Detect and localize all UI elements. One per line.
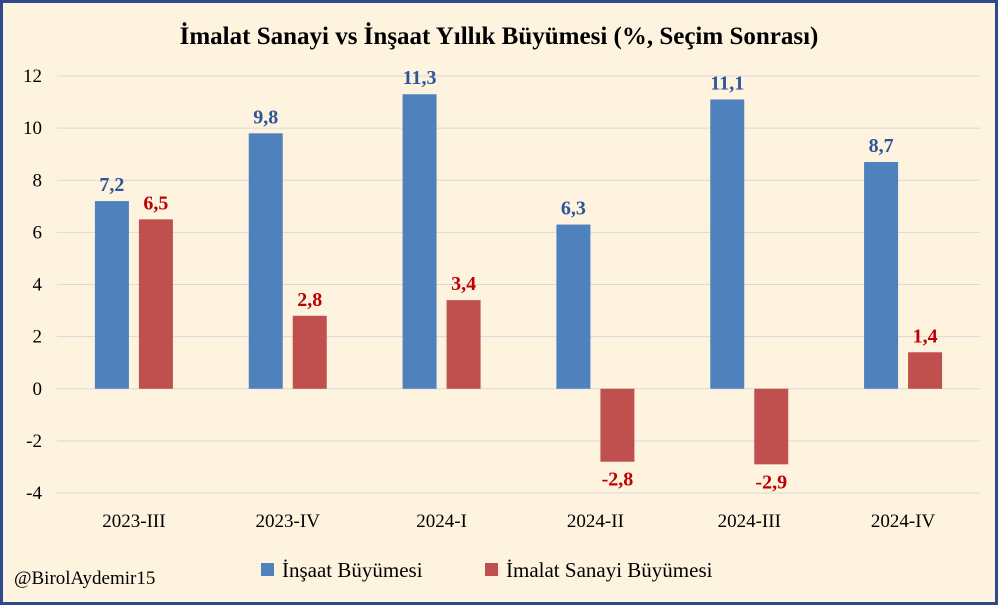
x-category-label: 2024-I	[416, 511, 467, 532]
bar-imalat	[446, 300, 481, 389]
y-tick-label: 4	[33, 275, 43, 296]
legend: İnşaat Büyümesi İmalat Sanayi Büyümesi	[261, 558, 713, 582]
legend-label: İnşaat Büyümesi	[282, 558, 423, 582]
data-label: -2,9	[755, 471, 787, 493]
bar-insaat	[556, 224, 591, 389]
data-label: 11,3	[403, 67, 437, 89]
x-category-label: 2023-IV	[256, 511, 321, 532]
bar-imalat	[908, 352, 943, 389]
y-tick-label: 6	[33, 222, 43, 243]
data-label: 9,8	[253, 106, 278, 128]
x-axis-categories: 2023-III 2023-IV 2024-I 2024-II 2024-III 2024…	[102, 511, 935, 532]
bar-imalat	[138, 219, 173, 389]
x-category-label: 2024-IV	[871, 511, 936, 532]
data-label: 3,4	[451, 273, 476, 295]
y-tick-label: 12	[23, 66, 42, 87]
data-label: 7,2	[99, 174, 124, 196]
data-label: 1,4	[913, 325, 938, 347]
bar-insaat	[402, 94, 437, 389]
data-labels: 7,2 6,5 9,8 2,8 11,3 3,4 6,3 -2,8 11,1 -2,9 8,7 1,4	[99, 67, 937, 493]
grid-lines	[57, 75, 980, 494]
data-label: 8,7	[869, 135, 894, 157]
data-label: 11,1	[710, 72, 744, 94]
y-tick-label: 10	[23, 118, 42, 139]
x-category-label: 2024-III	[718, 511, 781, 532]
data-label: 2,8	[297, 289, 322, 311]
chart-title: İmalat Sanayi vs İnşaat Yıllık Büyümesi …	[180, 22, 819, 50]
y-tick-label: -4	[26, 483, 42, 504]
bar-insaat	[248, 133, 283, 389]
y-tick-label: -2	[26, 431, 42, 452]
y-tick-label: 2	[33, 327, 43, 348]
bars	[94, 94, 943, 465]
y-tick-label: 8	[33, 170, 43, 191]
bar-insaat	[710, 99, 745, 389]
data-label: 6,5	[143, 192, 168, 214]
data-label: -2,8	[602, 469, 634, 491]
x-category-label: 2023-III	[102, 511, 165, 532]
bar-insaat	[864, 162, 899, 389]
data-label: 6,3	[561, 198, 586, 220]
bar-imalat	[292, 315, 327, 389]
legend-label: İmalat Sanayi Büyümesi	[506, 558, 713, 582]
y-tick-label: 0	[33, 379, 43, 400]
legend-swatch	[485, 563, 498, 576]
x-category-label: 2024-II	[567, 511, 624, 532]
credit-handle: @BirolAydemir15	[14, 568, 155, 589]
bar-imalat	[600, 388, 635, 462]
bar-insaat	[94, 201, 129, 389]
y-axis-ticks: -4 -2 0 2 4 6 8 10 12	[23, 66, 43, 504]
bar-imalat	[754, 388, 789, 465]
legend-swatch	[261, 563, 274, 576]
